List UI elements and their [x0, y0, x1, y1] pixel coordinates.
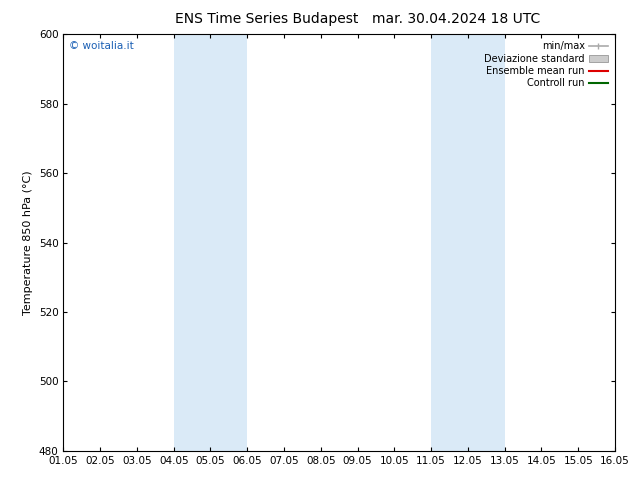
Bar: [431, 34, 505, 451]
Y-axis label: Temperature 850 hPa (°C): Temperature 850 hPa (°C): [23, 170, 33, 315]
Text: mar. 30.04.2024 18 UTC: mar. 30.04.2024 18 UTC: [372, 12, 541, 26]
Text: ENS Time Series Budapest: ENS Time Series Budapest: [174, 12, 358, 26]
Bar: [174, 34, 247, 451]
Legend: min/max, Deviazione standard, Ensemble mean run, Controll run: min/max, Deviazione standard, Ensemble m…: [482, 39, 610, 90]
Text: © woitalia.it: © woitalia.it: [69, 41, 134, 50]
